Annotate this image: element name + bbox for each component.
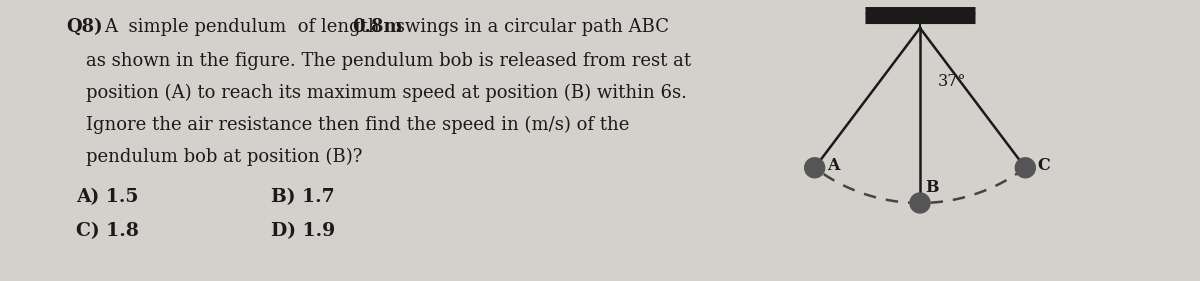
Text: B) 1.7: B) 1.7 (271, 188, 335, 206)
Circle shape (805, 158, 824, 178)
Text: A  simple pendulum  of length: A simple pendulum of length (104, 18, 385, 36)
Text: 37°: 37° (938, 73, 966, 90)
Circle shape (1015, 158, 1036, 178)
Text: A) 1.5: A) 1.5 (76, 188, 138, 206)
Text: pendulum bob at position (B)?: pendulum bob at position (B)? (86, 148, 362, 166)
Text: D) 1.9: D) 1.9 (271, 222, 335, 240)
Text: C: C (1037, 157, 1050, 174)
Text: C) 1.8: C) 1.8 (76, 222, 139, 240)
Text: swings in a circular path ABC: swings in a circular path ABC (390, 18, 670, 36)
Text: Ignore the air resistance then find the speed in (m/s) of the: Ignore the air resistance then find the … (86, 116, 629, 134)
Text: as shown in the figure. The pendulum bob is released from rest at: as shown in the figure. The pendulum bob… (86, 52, 691, 70)
Text: A: A (827, 157, 839, 174)
Text: B: B (925, 178, 938, 196)
Circle shape (910, 193, 930, 213)
Text: 0.8m: 0.8m (352, 18, 403, 36)
Text: Q8): Q8) (66, 18, 103, 36)
Text: position (A) to reach its maximum speed at position (B) within 6s.: position (A) to reach its maximum speed … (86, 84, 686, 102)
